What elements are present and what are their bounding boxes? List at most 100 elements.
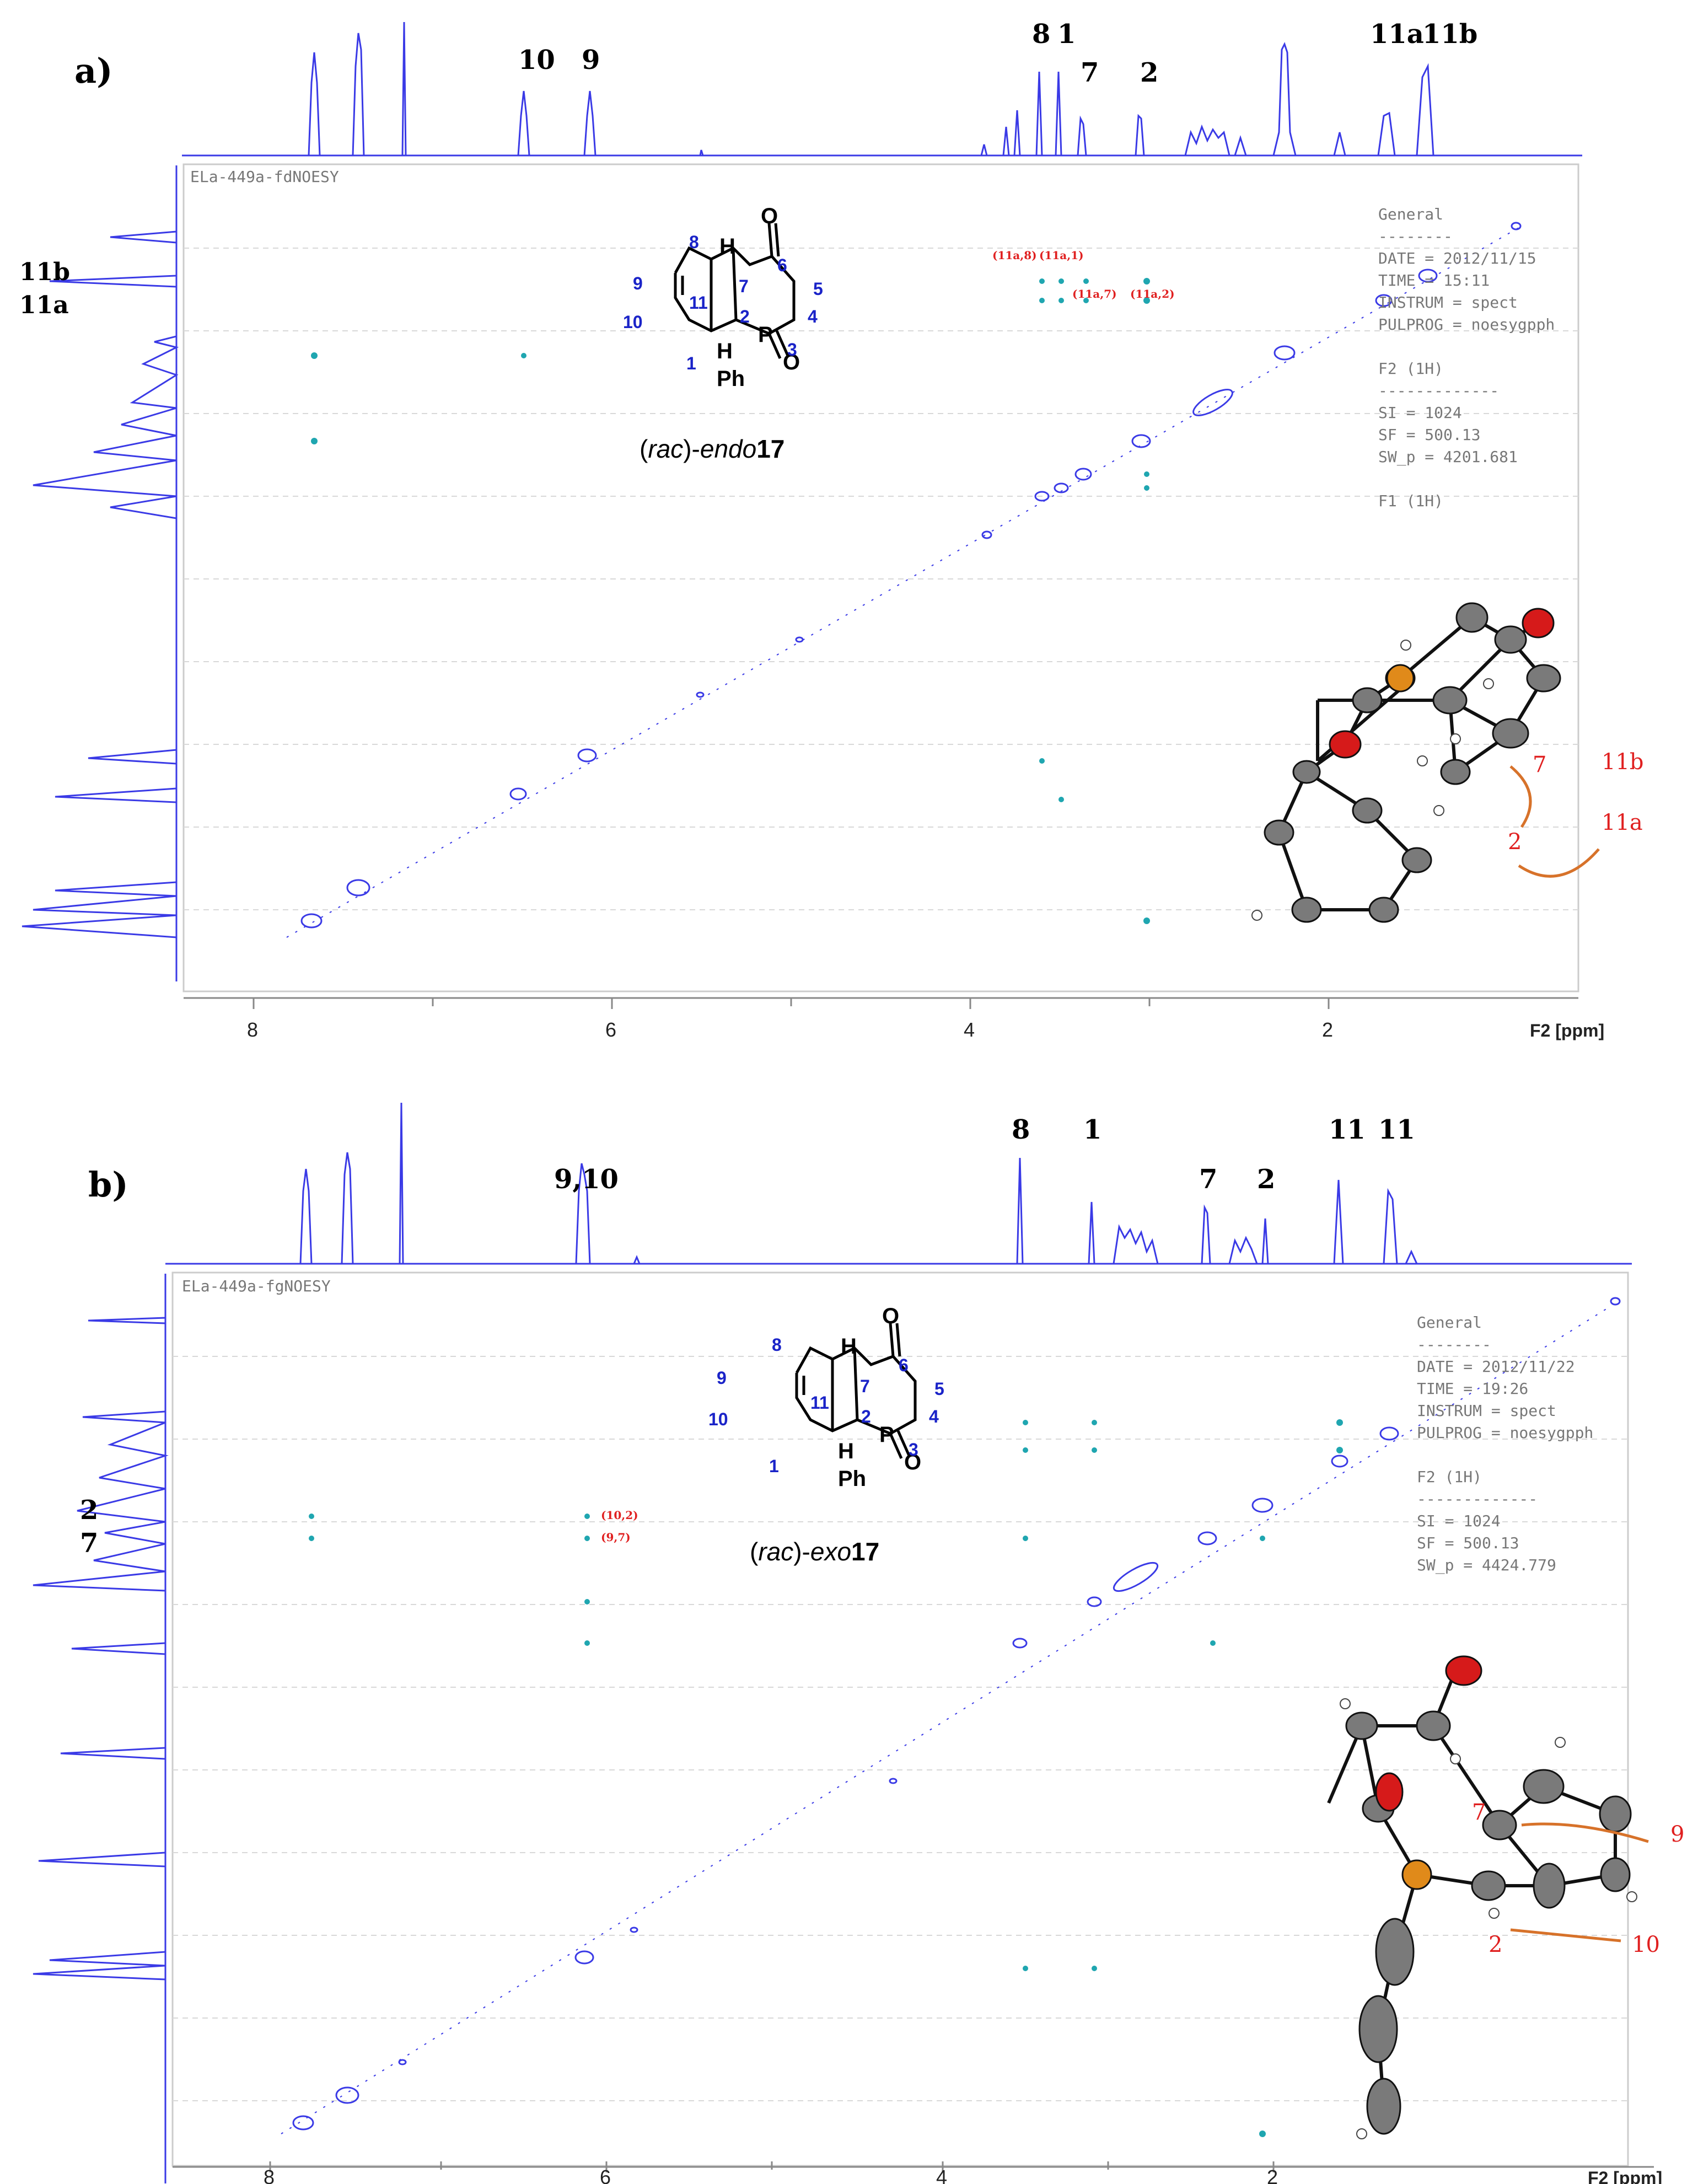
peak-label-9-10: 9,10 xyxy=(554,1164,619,1195)
svg-text:PULPROG = noesygpph: PULPROG = noesygpph xyxy=(1417,1424,1593,1442)
svg-text:O: O xyxy=(904,1450,921,1474)
structure-atoms-exo: O H H P O Ph xyxy=(838,1304,921,1491)
svg-text:10: 10 xyxy=(1632,1932,1660,1957)
structure-numbers-endo: 8 6 9 11 7 5 10 2 4 1 3 xyxy=(623,232,823,373)
svg-text:SW_p = 4424.779: SW_p = 4424.779 xyxy=(1417,1556,1556,1575)
diagonal-peaks xyxy=(292,1297,1621,2131)
plot-grid xyxy=(173,1356,1628,2101)
svg-text:Ph: Ph xyxy=(838,1467,866,1491)
svg-text:(11a,2): (11a,2) xyxy=(1130,287,1175,300)
svg-text:F2 (1H): F2 (1H) xyxy=(1378,359,1443,378)
svg-text:H: H xyxy=(841,1334,857,1359)
left-label-11b: 11b xyxy=(19,258,70,286)
svg-text:O: O xyxy=(783,350,800,374)
svg-text:8: 8 xyxy=(689,232,699,252)
diagonal-peaks xyxy=(300,222,1522,929)
svg-text:5: 5 xyxy=(813,279,823,299)
svg-text:H: H xyxy=(717,339,733,363)
svg-text:1: 1 xyxy=(686,353,696,373)
svg-text:PULPROG = noesygpph: PULPROG = noesygpph xyxy=(1378,315,1555,334)
peak-label-11-a: 11 xyxy=(1329,1114,1366,1145)
svg-text:11: 11 xyxy=(689,293,708,313)
x-axis-label: F2 [ppm] xyxy=(1588,2168,1662,2184)
svg-text:P: P xyxy=(758,323,773,347)
svg-text:3: 3 xyxy=(909,1440,918,1459)
svg-text:2: 2 xyxy=(1322,1018,1333,1041)
svg-text:--------: -------- xyxy=(1378,227,1453,245)
panel-b-svg: b) 9,10 8 1 7 2 11 11 2 7 ELa-449a-fgNOE… xyxy=(33,1102,1684,2184)
svg-text:H: H xyxy=(838,1439,854,1463)
svg-text:8: 8 xyxy=(247,1018,258,1041)
svg-text:2: 2 xyxy=(1489,1932,1502,1957)
panel-a: a) 10 9 8 1 7 2 11a 11b 11b 11a EL xyxy=(0,0,1698,1064)
peak-label-1: 1 xyxy=(1057,19,1076,50)
dataset-name: ELa-449a-fdNOESY xyxy=(190,168,339,186)
panel-label: b) xyxy=(88,1165,128,1205)
svg-text:SF = 500.13: SF = 500.13 xyxy=(1417,1534,1519,1552)
svg-text:(10,2): (10,2) xyxy=(601,1509,638,1522)
svg-text:-------------: ------------- xyxy=(1417,1490,1538,1508)
peak-label-8: 8 xyxy=(1032,19,1050,50)
svg-text:11: 11 xyxy=(810,1393,829,1413)
top-spectrum xyxy=(165,1102,1632,1265)
crosspeak-labels: (11a,8) (11a,1) (11a,7) (11a,2) xyxy=(992,249,1175,300)
peak-label-7: 7 xyxy=(1081,57,1099,88)
svg-text:8: 8 xyxy=(772,1335,782,1355)
panel-b: b) 9,10 8 1 7 2 11 11 2 7 ELa-449a-fgNOE… xyxy=(0,1092,1698,2184)
svg-text:6: 6 xyxy=(899,1355,909,1375)
svg-text:DATE = 2012/11/22: DATE = 2012/11/22 xyxy=(1417,1357,1575,1376)
svg-text:11b: 11b xyxy=(1602,749,1644,775)
svg-text:7: 7 xyxy=(1472,1800,1486,1825)
svg-text:SF = 500.13: SF = 500.13 xyxy=(1378,426,1480,444)
structure-numbers-exo: 8 6 9 11 7 5 10 2 4 1 3 xyxy=(708,1335,944,1476)
svg-text:(11a,1): (11a,1) xyxy=(1039,249,1084,262)
peak-label-8: 8 xyxy=(1012,1114,1030,1145)
svg-text:9: 9 xyxy=(633,273,643,293)
structure-endo xyxy=(674,223,796,359)
svg-text:(11a,8): (11a,8) xyxy=(992,249,1037,262)
svg-text:-------------: ------------- xyxy=(1378,382,1499,400)
svg-text:6: 6 xyxy=(777,255,787,275)
top-spectrum xyxy=(182,22,1582,157)
svg-text:DATE = 2012/11/15: DATE = 2012/11/15 xyxy=(1378,249,1536,267)
diagonal-trace xyxy=(286,226,1522,938)
svg-text:F2 (1H): F2 (1H) xyxy=(1417,1468,1482,1486)
left-spectrum xyxy=(22,165,179,981)
x-axis-ticks xyxy=(269,2161,1275,2172)
svg-text:SI = 1024: SI = 1024 xyxy=(1417,1512,1501,1530)
panel-a-svg: a) 10 9 8 1 7 2 11a 11b 11b 11a EL xyxy=(19,19,1644,1041)
cross-peaks xyxy=(309,1419,1343,2137)
noesy-plot-frame xyxy=(171,1271,1629,2167)
left-label-11a: 11a xyxy=(19,291,69,319)
crystal-structure-exo: 7 9 2 10 xyxy=(1327,1655,1684,2139)
peak-label-11b: 11b xyxy=(1422,19,1477,50)
svg-text:2: 2 xyxy=(861,1407,871,1426)
compound-name: (rac)-endo17 xyxy=(640,434,784,463)
peak-label-7: 7 xyxy=(1199,1164,1217,1195)
peak-label-9: 9 xyxy=(582,45,600,76)
svg-text:4: 4 xyxy=(929,1407,939,1426)
acquisition-params: General -------- DATE = 2012/11/22 TIME … xyxy=(1417,1313,1593,1575)
cross-peaks xyxy=(311,278,1150,924)
acquisition-params: General -------- DATE = 2012/11/15 TIME … xyxy=(1378,205,1555,510)
svg-text:General: General xyxy=(1378,205,1443,223)
structure-exo xyxy=(795,1323,917,1459)
svg-text:(11a,7): (11a,7) xyxy=(1072,287,1117,300)
svg-text:10: 10 xyxy=(708,1409,728,1429)
svg-text:4: 4 xyxy=(808,307,818,326)
peak-label-10: 10 xyxy=(518,45,555,76)
svg-text:9: 9 xyxy=(1670,1822,1684,1847)
svg-text:3: 3 xyxy=(787,340,797,359)
svg-text:(9,7): (9,7) xyxy=(601,1531,631,1544)
svg-text:7: 7 xyxy=(860,1376,870,1396)
peak-label-2: 2 xyxy=(1140,57,1158,88)
svg-text:O: O xyxy=(761,204,778,228)
left-label-7: 7 xyxy=(80,1528,98,1559)
svg-text:4: 4 xyxy=(936,2166,947,2184)
svg-text:O: O xyxy=(882,1304,899,1328)
x-axis-ticks xyxy=(252,998,1330,1009)
svg-text:2: 2 xyxy=(740,307,750,326)
svg-text:INSTRUM = spect: INSTRUM = spect xyxy=(1378,293,1518,312)
left-label-2: 2 xyxy=(80,1495,98,1526)
svg-text:P: P xyxy=(879,1423,894,1447)
